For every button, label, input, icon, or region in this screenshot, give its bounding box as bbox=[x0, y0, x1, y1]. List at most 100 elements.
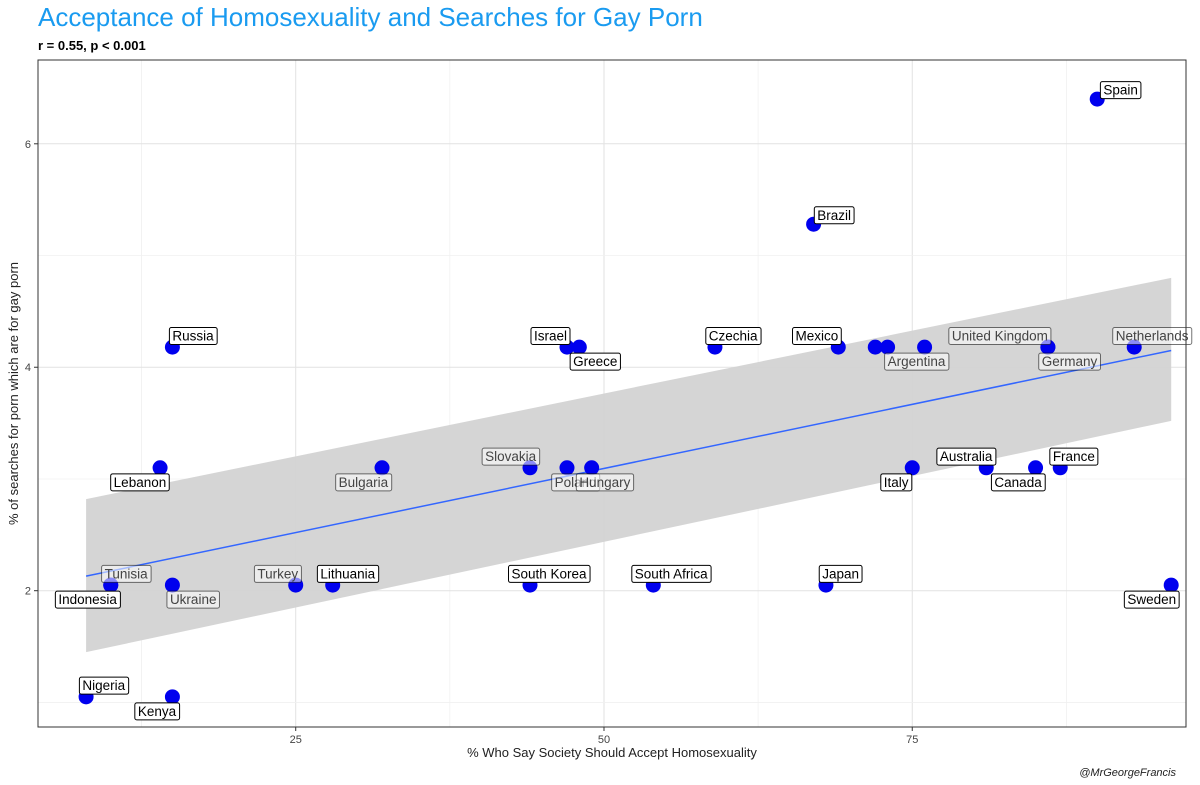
point-label: Italy bbox=[880, 473, 913, 492]
point-label-text: Japan bbox=[822, 566, 859, 581]
points-layer bbox=[78, 91, 1179, 705]
y-axis-title: % of searches for porn which are for gay… bbox=[6, 262, 21, 525]
point-label-box bbox=[481, 447, 541, 466]
point-label-text: South Africa bbox=[635, 566, 708, 581]
point-label: United Kingdom bbox=[948, 326, 1052, 345]
y-tick-label: 4 bbox=[25, 362, 31, 374]
point-label-box bbox=[569, 352, 621, 371]
point-label-box bbox=[134, 702, 181, 721]
point-label: Argentina bbox=[884, 352, 950, 371]
plot-panel-border bbox=[37, 59, 1187, 728]
point-label-box bbox=[880, 473, 913, 492]
point-label-box bbox=[1038, 352, 1101, 371]
point-label-box bbox=[110, 473, 170, 492]
point-label: Tunisia bbox=[101, 564, 152, 583]
point-label-box bbox=[168, 326, 218, 345]
data-point bbox=[152, 460, 168, 476]
point-label-box bbox=[78, 676, 130, 695]
point-label-box bbox=[631, 564, 712, 583]
chart-subtitle: r = 0.55, p < 0.001 bbox=[38, 38, 146, 53]
point-label-text: Brazil bbox=[817, 208, 851, 223]
confidence-band bbox=[86, 277, 1172, 653]
point-label-box bbox=[530, 326, 571, 345]
data-point bbox=[164, 577, 180, 593]
point-label: South Africa bbox=[631, 564, 712, 583]
point-label-text: Russia bbox=[172, 328, 214, 343]
y-tick-label: 2 bbox=[25, 586, 31, 598]
point-label: Nigeria bbox=[78, 676, 130, 695]
point-label-box bbox=[253, 564, 302, 583]
point-label-box bbox=[166, 590, 220, 609]
y-tick-label: 6 bbox=[25, 139, 31, 151]
data-point bbox=[559, 460, 575, 476]
chart-title: Acceptance of Homosexuality and Searches… bbox=[38, 2, 703, 32]
data-point bbox=[584, 460, 600, 476]
point-label-text: Bulgaria bbox=[339, 475, 389, 490]
point-label: Turkey bbox=[253, 564, 302, 583]
point-label-box bbox=[1123, 590, 1180, 609]
point-label-text: Indonesia bbox=[58, 592, 117, 607]
point-label: Kenya bbox=[134, 702, 181, 721]
point-label: Slovakia bbox=[481, 447, 541, 466]
point-label-text: Spain bbox=[1103, 83, 1138, 98]
point-label: Lithuania bbox=[316, 564, 380, 583]
point-label: Japan bbox=[818, 564, 863, 583]
point-label-box bbox=[936, 447, 997, 466]
point-label-text: Netherlands bbox=[1116, 328, 1189, 343]
point-label-text: Ukraine bbox=[170, 592, 217, 607]
data-point bbox=[1163, 577, 1179, 593]
point-label-text: Czechia bbox=[709, 328, 758, 343]
axis-layer: 25 50 75 2 4 6 % Who Say Society Should Accept… bbox=[6, 59, 1187, 760]
point-label-text: Italy bbox=[884, 475, 909, 490]
x-tick-label: 50 bbox=[598, 734, 610, 746]
data-point bbox=[1028, 460, 1044, 476]
point-label-text: Canada bbox=[994, 475, 1042, 490]
point-label: Lebanon bbox=[110, 473, 170, 492]
point-label-box bbox=[508, 564, 591, 583]
point-label: France bbox=[1049, 447, 1099, 466]
point-label: South Korea bbox=[508, 564, 591, 583]
point-label-text: South Korea bbox=[512, 566, 588, 581]
point-label: Bulgaria bbox=[335, 473, 393, 492]
point-label: Israel bbox=[530, 326, 571, 345]
point-label-text: Tunisia bbox=[105, 566, 149, 581]
point-label-text: Turkey bbox=[257, 566, 298, 581]
point-label: Indonesia bbox=[54, 590, 121, 609]
point-label-text: Australia bbox=[940, 449, 993, 464]
confidence-band-layer bbox=[85, 277, 1172, 653]
point-label: Hungary bbox=[575, 473, 635, 492]
point-label: Netherlands bbox=[1112, 326, 1193, 345]
point-label: Ukraine bbox=[166, 590, 220, 609]
point-label: Sweden bbox=[1123, 590, 1180, 609]
point-label-box bbox=[884, 352, 950, 371]
point-label-text: Germany bbox=[1042, 354, 1098, 369]
point-label-text: Argentina bbox=[888, 354, 946, 369]
x-tick-label: 75 bbox=[906, 734, 918, 746]
data-point bbox=[880, 339, 896, 355]
data-point bbox=[374, 460, 390, 476]
point-label: Russia bbox=[168, 326, 218, 345]
point-label-text: France bbox=[1053, 449, 1095, 464]
trend-line bbox=[85, 349, 1172, 577]
point-label-box bbox=[54, 590, 121, 609]
point-label-text: Israel bbox=[534, 328, 567, 343]
author-caption: @MrGeorgeFrancis bbox=[1079, 767, 1176, 779]
point-label-box bbox=[818, 564, 863, 583]
point-label-box bbox=[948, 326, 1052, 345]
point-label-box bbox=[1049, 447, 1099, 466]
point-label-text: Lithuania bbox=[320, 566, 375, 581]
point-label-box bbox=[101, 564, 152, 583]
data-point bbox=[867, 339, 883, 355]
point-label-box bbox=[1112, 326, 1193, 345]
point-label-text: Slovakia bbox=[485, 449, 537, 464]
point-label-box bbox=[813, 206, 855, 225]
point-label: Spain bbox=[1099, 81, 1142, 100]
point-label-box bbox=[1099, 81, 1142, 100]
point-label-box bbox=[990, 473, 1046, 492]
point-label-box bbox=[335, 473, 393, 492]
point-label-box bbox=[316, 564, 380, 583]
point-label-box bbox=[792, 326, 842, 345]
data-point bbox=[917, 339, 933, 355]
point-label: Australia bbox=[936, 447, 997, 466]
